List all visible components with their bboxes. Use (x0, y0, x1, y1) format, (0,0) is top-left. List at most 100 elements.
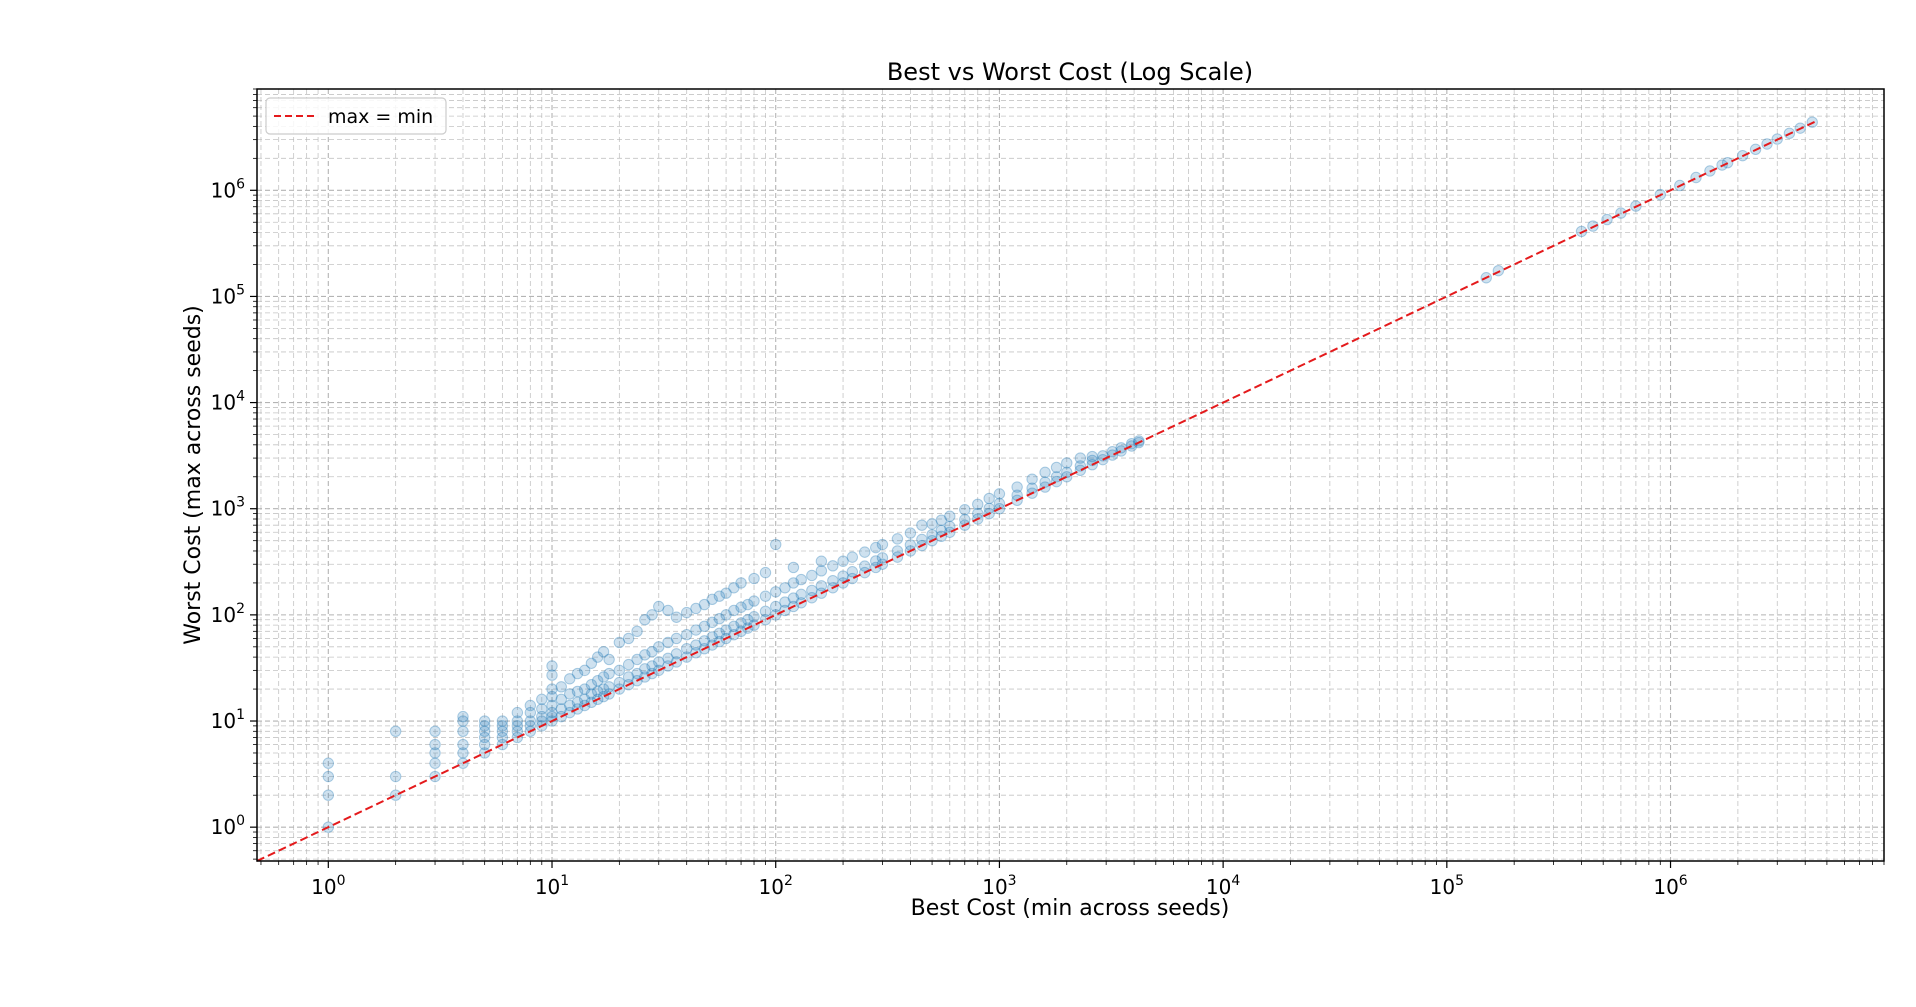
data-point (742, 598, 754, 611)
data-point (457, 710, 469, 723)
data-point (478, 731, 491, 744)
data-point (1074, 452, 1087, 464)
data-point (322, 789, 335, 801)
data-point (597, 690, 610, 703)
data-point (972, 498, 984, 511)
data-point (322, 757, 335, 769)
data-point (524, 715, 537, 727)
data-point (1039, 481, 1051, 493)
data-point (787, 561, 800, 574)
data-point (622, 632, 635, 645)
data-point (806, 584, 818, 597)
y-tick-label: 101 (211, 707, 245, 733)
data-point (770, 538, 782, 551)
data-point (457, 725, 469, 738)
data-point (680, 629, 693, 641)
data-point (511, 706, 524, 719)
y-axis-ticks: 100 101 102 103 104 105 106 (211, 88, 257, 860)
data-point (876, 552, 889, 564)
data-point (876, 558, 889, 570)
data-point (670, 611, 683, 623)
data-point (389, 789, 402, 801)
data-point (827, 574, 839, 587)
data-point (779, 604, 791, 617)
y-tick-label: 105 (211, 282, 245, 308)
data-point (759, 590, 772, 602)
data-point (787, 577, 800, 589)
data-point (653, 600, 665, 613)
data-point (720, 587, 732, 599)
data-point (698, 598, 711, 611)
data-point (770, 586, 782, 598)
data-point (1061, 466, 1073, 479)
data-point (622, 658, 635, 671)
data-point (742, 614, 754, 626)
data-point (429, 747, 441, 759)
data-point (1026, 473, 1038, 485)
data-point (728, 620, 740, 633)
data-point (870, 541, 882, 554)
data-point (546, 669, 558, 681)
data-point (579, 683, 591, 695)
data-point (690, 639, 702, 651)
data-point (1115, 445, 1127, 457)
data-point (748, 595, 760, 607)
data-point (713, 627, 726, 640)
data-point (706, 631, 718, 643)
data-point (662, 636, 674, 649)
data-point (1575, 225, 1588, 238)
data-point (728, 582, 740, 594)
data-point (564, 688, 576, 700)
x-tick-label: 102 (759, 873, 793, 899)
data-point (603, 667, 615, 680)
data-point (1061, 457, 1073, 469)
y-axis-label: Worst Cost (max across seeds) (181, 305, 206, 645)
data-point (1074, 464, 1087, 477)
data-point (770, 600, 782, 613)
data-point (639, 671, 651, 683)
data-point (680, 643, 693, 655)
data-point (536, 693, 548, 706)
data-point (1133, 435, 1145, 447)
data-point (646, 645, 658, 658)
data-point (837, 555, 849, 567)
data-point (859, 560, 871, 572)
y-tick-label: 100 (211, 813, 245, 839)
data-point (662, 604, 674, 617)
data-point (728, 604, 740, 617)
data-point (496, 725, 509, 738)
data-point (585, 688, 598, 700)
data-point (631, 653, 643, 666)
data-point (622, 671, 635, 683)
grid (257, 88, 1885, 861)
data-point (993, 488, 1006, 500)
data-point (613, 636, 626, 649)
data-point (555, 681, 567, 693)
data-point (524, 706, 537, 719)
data-point (457, 738, 469, 751)
data-point (748, 611, 760, 623)
x-axis-ticks: 100 101 102 103 104 105 106 (260, 861, 1885, 899)
data-point (591, 685, 604, 698)
data-point (846, 566, 859, 578)
data-point (759, 566, 772, 579)
data-point (322, 770, 335, 783)
data-point (429, 738, 441, 751)
data-point (639, 614, 651, 626)
data-point (720, 609, 732, 621)
data-point (478, 738, 491, 751)
data-point (478, 720, 491, 732)
data-point (597, 671, 610, 683)
data-point (646, 660, 658, 672)
data-point (639, 663, 651, 675)
data-point (846, 572, 859, 585)
data-point (1106, 449, 1119, 461)
data-point (806, 569, 818, 582)
data-point (478, 725, 491, 738)
data-point (713, 613, 726, 625)
data-point (389, 725, 402, 738)
data-point (959, 503, 971, 516)
data-point (662, 660, 674, 672)
data-point (546, 683, 558, 695)
data-point (646, 609, 658, 621)
